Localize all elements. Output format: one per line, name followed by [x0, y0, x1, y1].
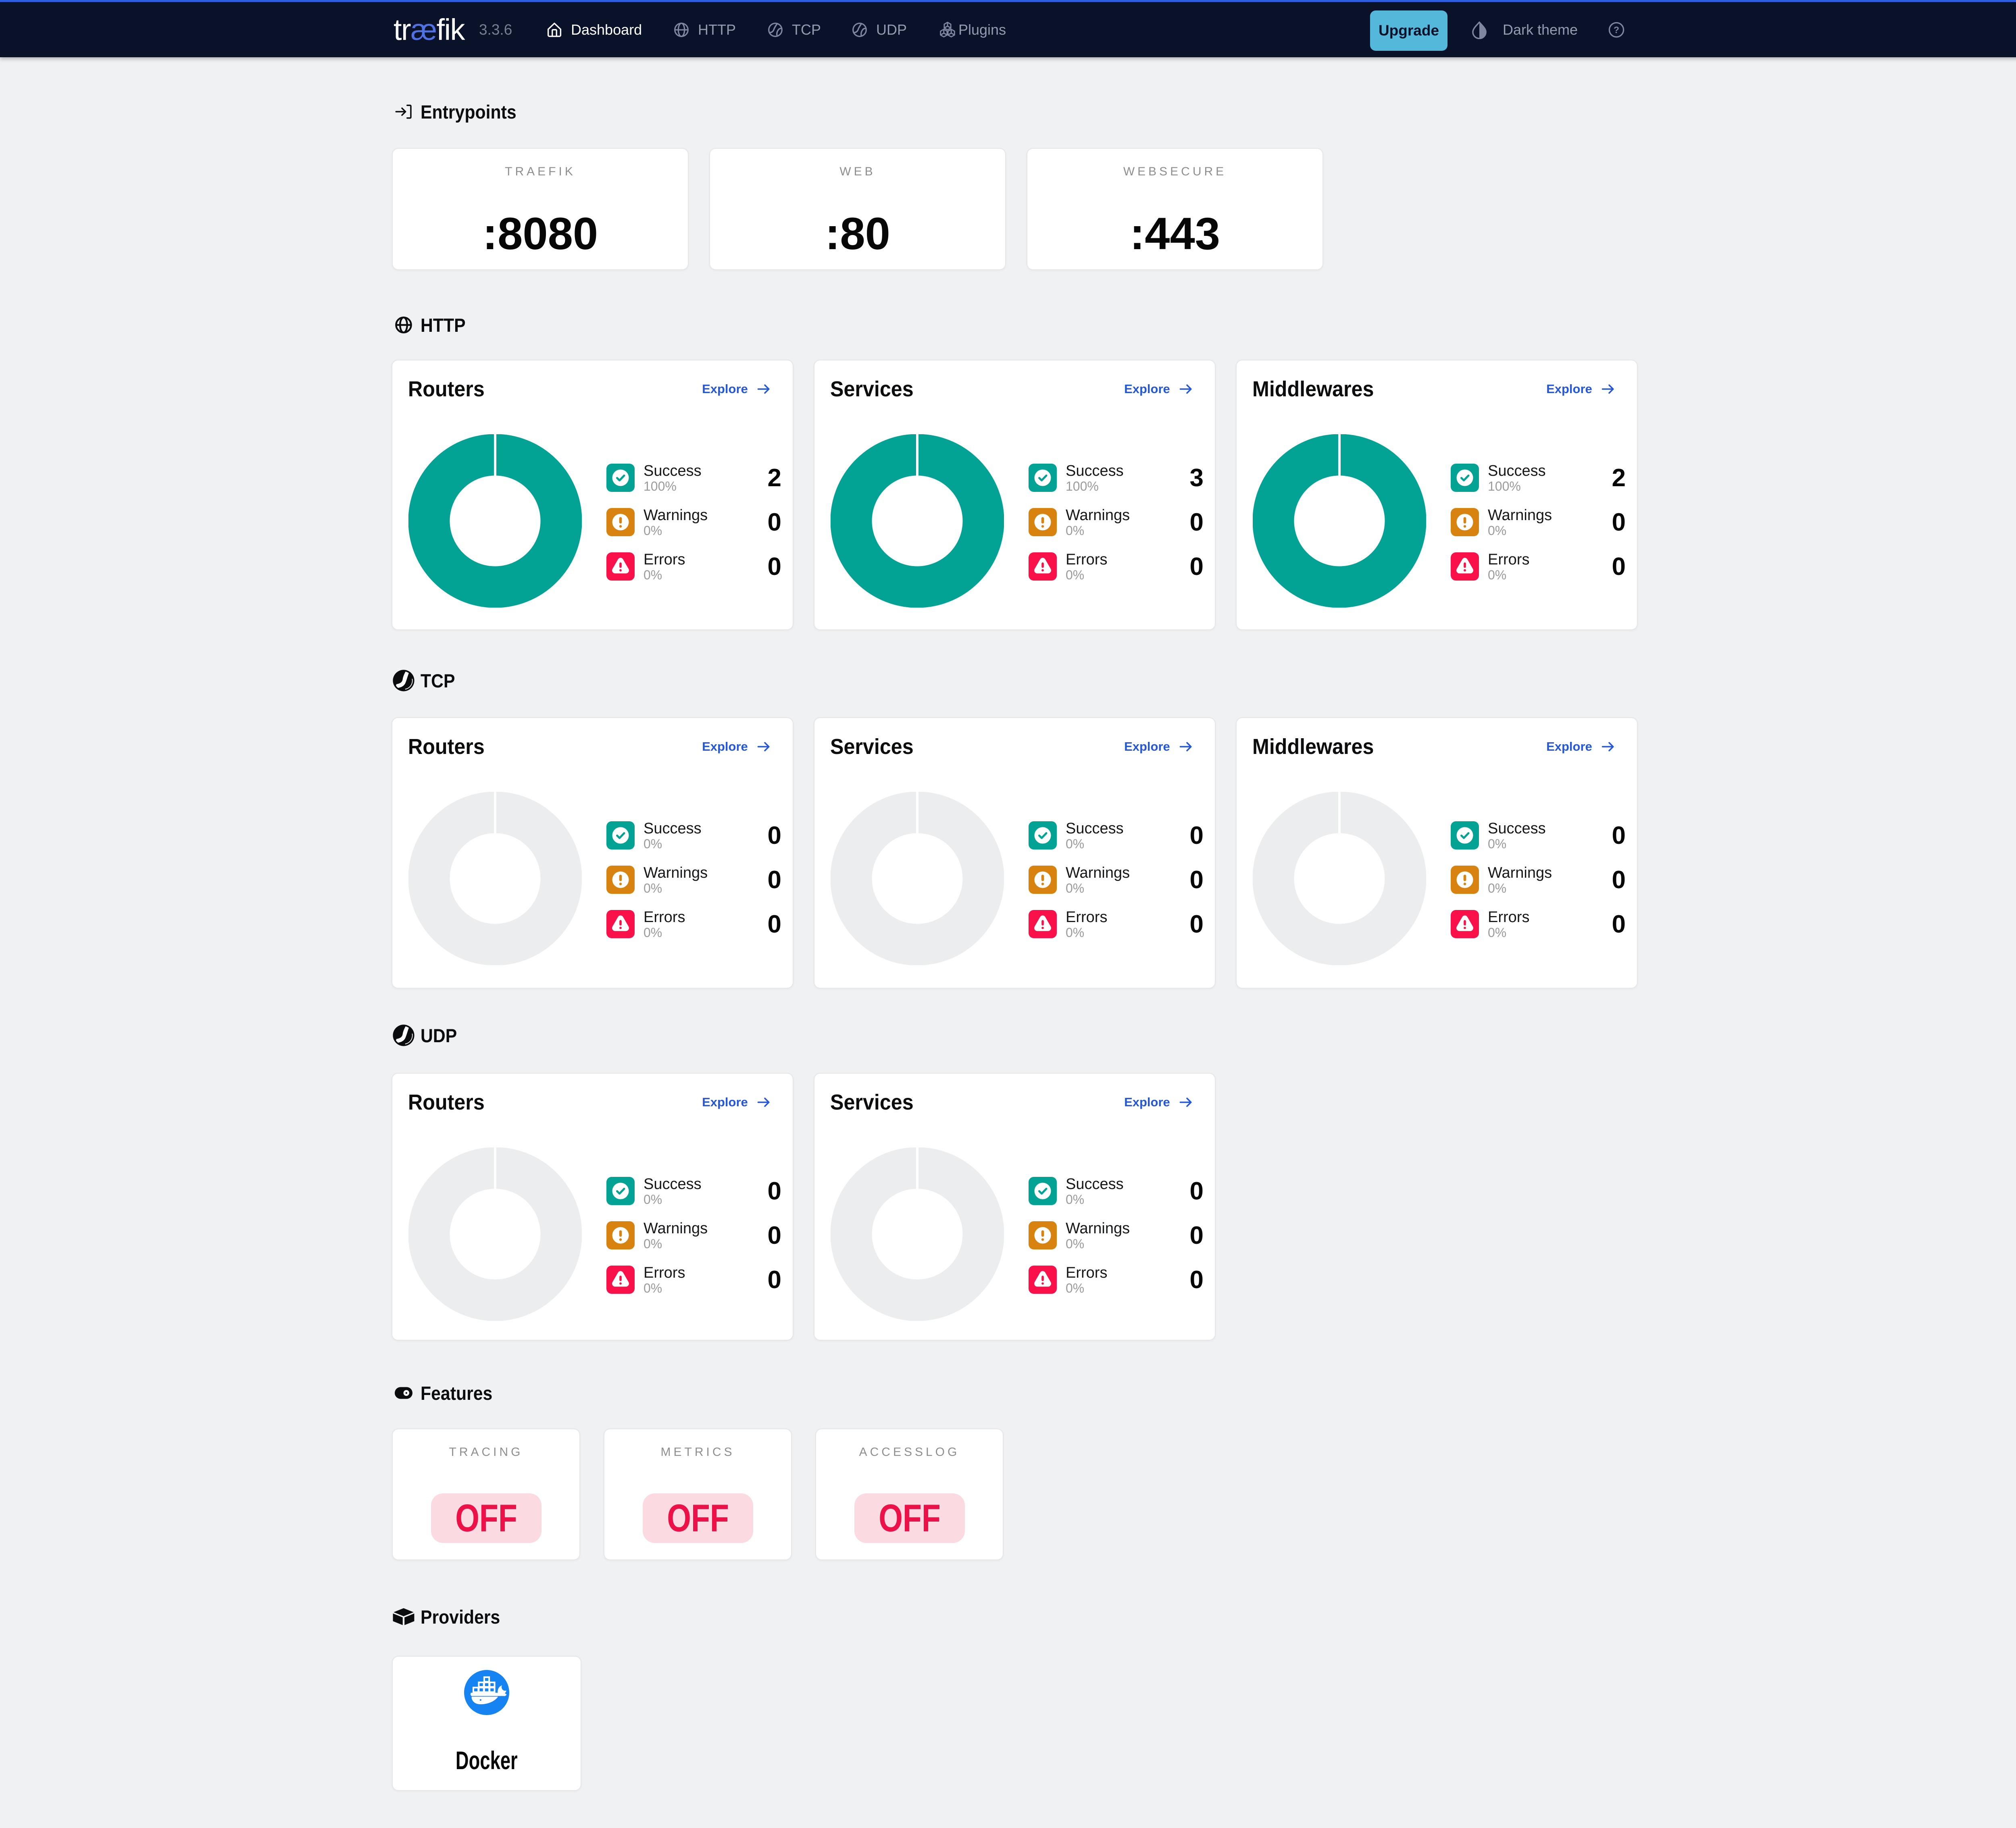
svg-text:?: ? — [1614, 25, 1619, 35]
